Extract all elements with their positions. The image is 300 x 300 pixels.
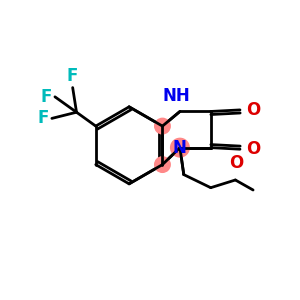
- Circle shape: [170, 138, 190, 158]
- Text: F: F: [40, 88, 52, 106]
- Text: F: F: [67, 67, 78, 85]
- Text: O: O: [229, 154, 243, 172]
- Text: F: F: [38, 110, 49, 128]
- Text: N: N: [173, 139, 187, 157]
- Text: O: O: [246, 140, 260, 158]
- Circle shape: [154, 156, 171, 173]
- Text: NH: NH: [162, 87, 190, 105]
- Circle shape: [154, 118, 171, 135]
- Text: O: O: [246, 101, 260, 119]
